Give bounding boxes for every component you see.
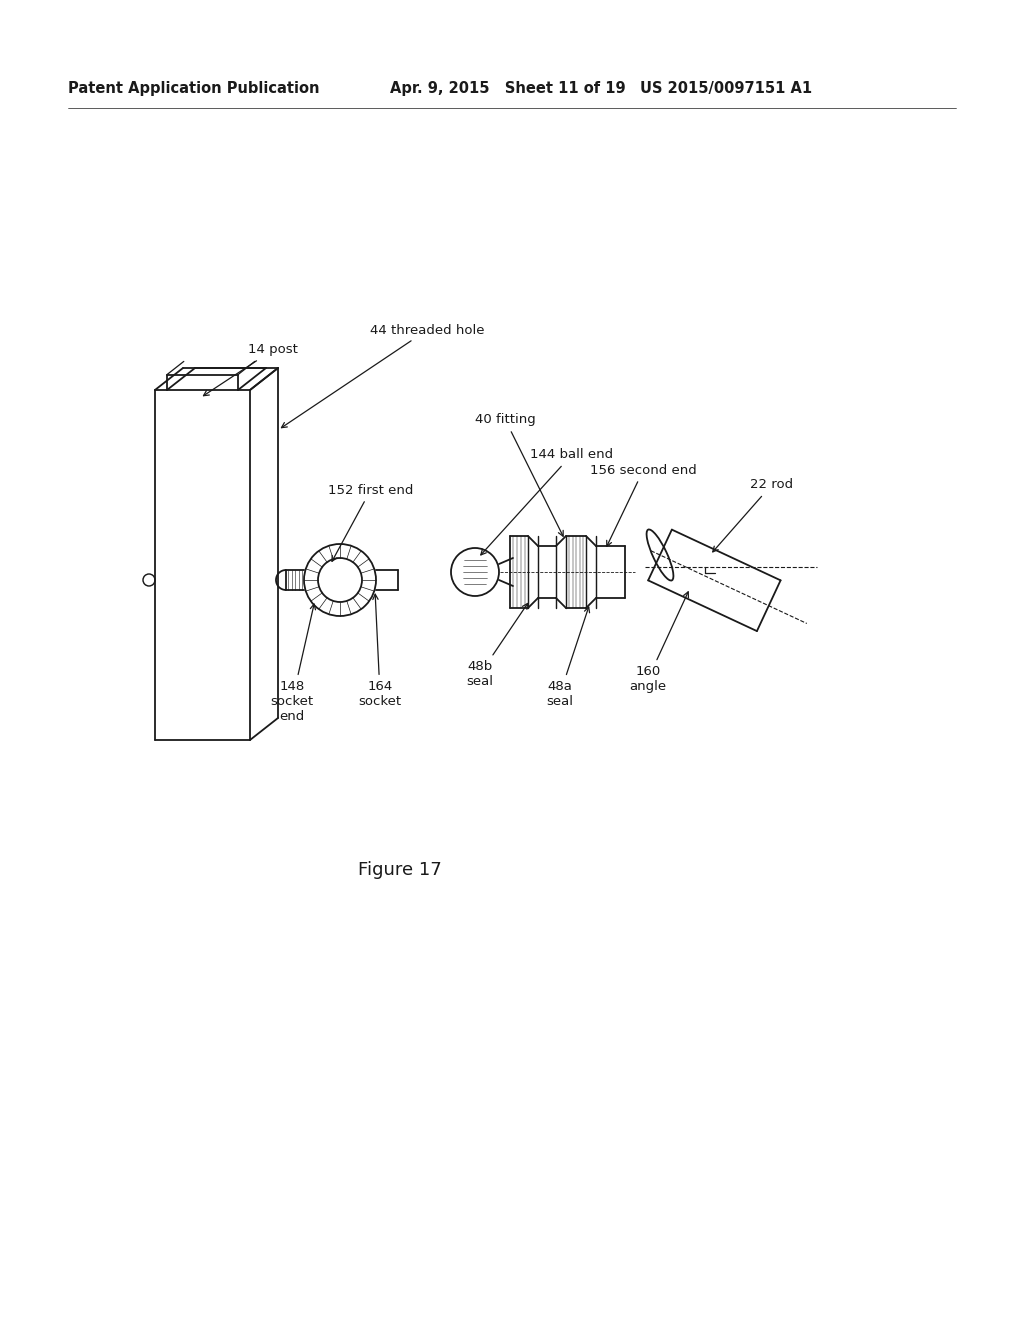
Text: 14 post: 14 post [204,343,298,396]
Text: 156 second end: 156 second end [590,463,696,546]
Text: Patent Application Publication: Patent Application Publication [68,81,319,95]
Text: 148
socket
end: 148 socket end [270,605,315,723]
Text: US 2015/0097151 A1: US 2015/0097151 A1 [640,81,812,95]
Text: 48b
seal: 48b seal [467,603,527,688]
Text: 144 ball end: 144 ball end [481,449,613,554]
Text: 22 rod: 22 rod [713,479,794,552]
Text: Apr. 9, 2015   Sheet 11 of 19: Apr. 9, 2015 Sheet 11 of 19 [390,81,626,95]
Text: Figure 17: Figure 17 [358,861,442,879]
Text: 164
socket: 164 socket [358,594,401,708]
Text: 152 first end: 152 first end [328,483,414,561]
Text: 160
angle: 160 angle [630,591,688,693]
Text: 48a
seal: 48a seal [547,607,590,708]
Text: 44 threaded hole: 44 threaded hole [282,323,484,428]
Text: 40 fitting: 40 fitting [475,413,563,536]
